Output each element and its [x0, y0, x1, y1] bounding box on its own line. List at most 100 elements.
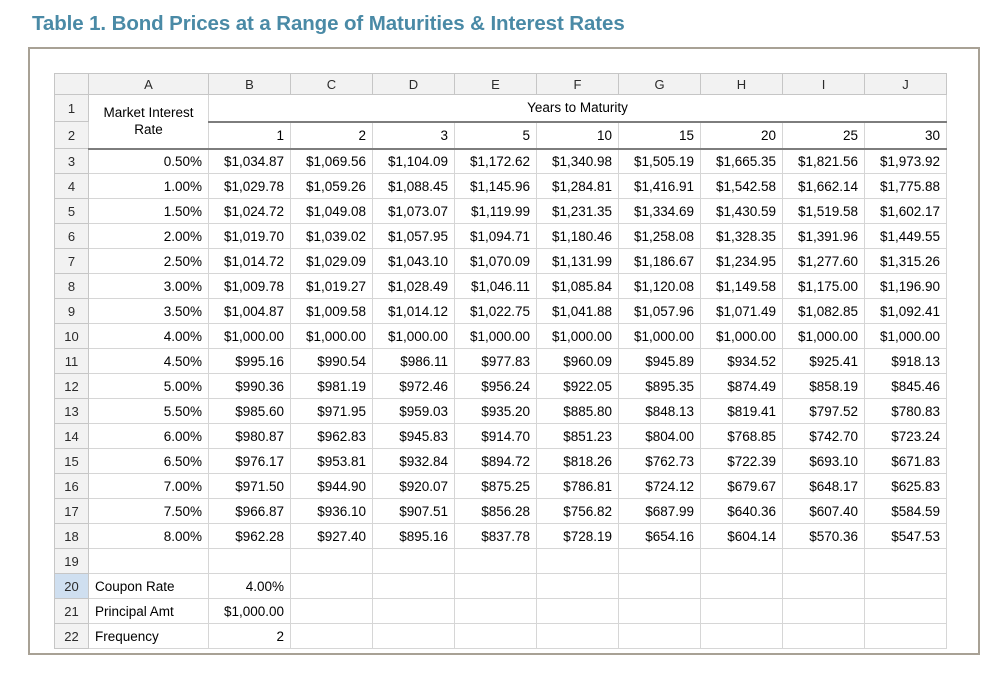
cell-F19[interactable] [536, 548, 619, 574]
cell-I17[interactable]: $607.40 [782, 498, 865, 524]
row-header-13[interactable]: 13 [54, 398, 89, 424]
cell-F11[interactable]: $960.09 [536, 348, 619, 374]
col-header-H[interactable]: H [700, 73, 783, 95]
cell-H3[interactable]: $1,665.35 [700, 148, 783, 174]
row-header-5[interactable]: 5 [54, 198, 89, 224]
cell-A5[interactable]: 1.50% [88, 198, 209, 224]
row-header-9[interactable]: 9 [54, 298, 89, 324]
cell-A22[interactable]: Frequency [88, 623, 209, 649]
cell-A3[interactable]: 0.50% [88, 148, 209, 174]
cell-B3[interactable]: $1,034.87 [208, 148, 291, 174]
cell-C7[interactable]: $1,029.09 [290, 248, 373, 274]
cell-B9[interactable]: $1,004.87 [208, 298, 291, 324]
cell-H22[interactable] [700, 623, 783, 649]
cell-I13[interactable]: $797.52 [782, 398, 865, 424]
cell-D9[interactable]: $1,014.12 [372, 298, 455, 324]
cell-H6[interactable]: $1,328.35 [700, 223, 783, 249]
cell-H2[interactable]: 20 [700, 121, 783, 150]
cell-I19[interactable] [782, 548, 865, 574]
cell-E10[interactable]: $1,000.00 [454, 323, 537, 349]
cell-I5[interactable]: $1,519.58 [782, 198, 865, 224]
cell-I21[interactable] [782, 598, 865, 624]
cell-G15[interactable]: $762.73 [618, 448, 701, 474]
cell-G13[interactable]: $848.13 [618, 398, 701, 424]
cell-B6[interactable]: $1,019.70 [208, 223, 291, 249]
cell-A14[interactable]: 6.00% [88, 423, 209, 449]
cell-B1-J1-years-to-maturity[interactable]: Years to Maturity [208, 94, 947, 123]
cell-E8[interactable]: $1,046.11 [454, 273, 537, 299]
cell-I2[interactable]: 25 [782, 121, 865, 150]
cell-I3[interactable]: $1,821.56 [782, 148, 865, 174]
cell-F18[interactable]: $728.19 [536, 523, 619, 549]
cell-H17[interactable]: $640.36 [700, 498, 783, 524]
col-header-B[interactable]: B [208, 73, 291, 95]
cell-H19[interactable] [700, 548, 783, 574]
cell-H8[interactable]: $1,149.58 [700, 273, 783, 299]
cell-J4[interactable]: $1,775.88 [864, 173, 947, 199]
cell-D4[interactable]: $1,088.45 [372, 173, 455, 199]
row-header-11[interactable]: 11 [54, 348, 89, 374]
cell-I9[interactable]: $1,082.85 [782, 298, 865, 324]
cell-B17[interactable]: $966.87 [208, 498, 291, 524]
cell-D11[interactable]: $986.11 [372, 348, 455, 374]
cell-G7[interactable]: $1,186.67 [618, 248, 701, 274]
cell-G12[interactable]: $895.35 [618, 373, 701, 399]
col-header-A[interactable]: A [88, 73, 209, 95]
cell-A7[interactable]: 2.50% [88, 248, 209, 274]
cell-J8[interactable]: $1,196.90 [864, 273, 947, 299]
row-header-16[interactable]: 16 [54, 473, 89, 499]
cell-G10[interactable]: $1,000.00 [618, 323, 701, 349]
row-header-1[interactable]: 1 [54, 94, 89, 122]
cell-E11[interactable]: $977.83 [454, 348, 537, 374]
row-header-22[interactable]: 22 [54, 623, 89, 649]
cell-D6[interactable]: $1,057.95 [372, 223, 455, 249]
cell-A18[interactable]: 8.00% [88, 523, 209, 549]
cell-A9[interactable]: 3.50% [88, 298, 209, 324]
cell-C15[interactable]: $953.81 [290, 448, 373, 474]
cell-G20[interactable] [618, 573, 701, 599]
cell-I4[interactable]: $1,662.14 [782, 173, 865, 199]
cell-C8[interactable]: $1,019.27 [290, 273, 373, 299]
cell-B13[interactable]: $985.60 [208, 398, 291, 424]
row-header-2[interactable]: 2 [54, 121, 89, 149]
cell-B11[interactable]: $995.16 [208, 348, 291, 374]
cell-J16[interactable]: $625.83 [864, 473, 947, 499]
cell-F21[interactable] [536, 598, 619, 624]
cell-B8[interactable]: $1,009.78 [208, 273, 291, 299]
cell-B19[interactable] [208, 548, 291, 574]
select-all-corner[interactable] [54, 73, 89, 95]
cell-F7[interactable]: $1,131.99 [536, 248, 619, 274]
cell-A12[interactable]: 5.00% [88, 373, 209, 399]
cell-F10[interactable]: $1,000.00 [536, 323, 619, 349]
cell-B18[interactable]: $962.28 [208, 523, 291, 549]
cell-A10[interactable]: 4.00% [88, 323, 209, 349]
row-header-4[interactable]: 4 [54, 173, 89, 199]
cell-A11[interactable]: 4.50% [88, 348, 209, 374]
cell-E2[interactable]: 5 [454, 121, 537, 150]
cell-D22[interactable] [372, 623, 455, 649]
cell-F13[interactable]: $885.80 [536, 398, 619, 424]
cell-A19[interactable] [88, 548, 209, 574]
cell-B20[interactable]: 4.00% [208, 573, 291, 599]
cell-G17[interactable]: $687.99 [618, 498, 701, 524]
cell-E16[interactable]: $875.25 [454, 473, 537, 499]
cell-G3[interactable]: $1,505.19 [618, 148, 701, 174]
cell-A4[interactable]: 1.00% [88, 173, 209, 199]
cell-A6[interactable]: 2.00% [88, 223, 209, 249]
cell-B10[interactable]: $1,000.00 [208, 323, 291, 349]
cell-D18[interactable]: $895.16 [372, 523, 455, 549]
cell-G19[interactable] [618, 548, 701, 574]
row-header-18[interactable]: 18 [54, 523, 89, 549]
row-header-20[interactable]: 20 [54, 573, 89, 599]
cell-E20[interactable] [454, 573, 537, 599]
cell-I14[interactable]: $742.70 [782, 423, 865, 449]
cell-J21[interactable] [864, 598, 947, 624]
col-header-E[interactable]: E [454, 73, 537, 95]
cell-B5[interactable]: $1,024.72 [208, 198, 291, 224]
cell-G22[interactable] [618, 623, 701, 649]
cell-C12[interactable]: $981.19 [290, 373, 373, 399]
cell-J2[interactable]: 30 [864, 121, 947, 150]
col-header-F[interactable]: F [536, 73, 619, 95]
row-header-10[interactable]: 10 [54, 323, 89, 349]
cell-J17[interactable]: $584.59 [864, 498, 947, 524]
